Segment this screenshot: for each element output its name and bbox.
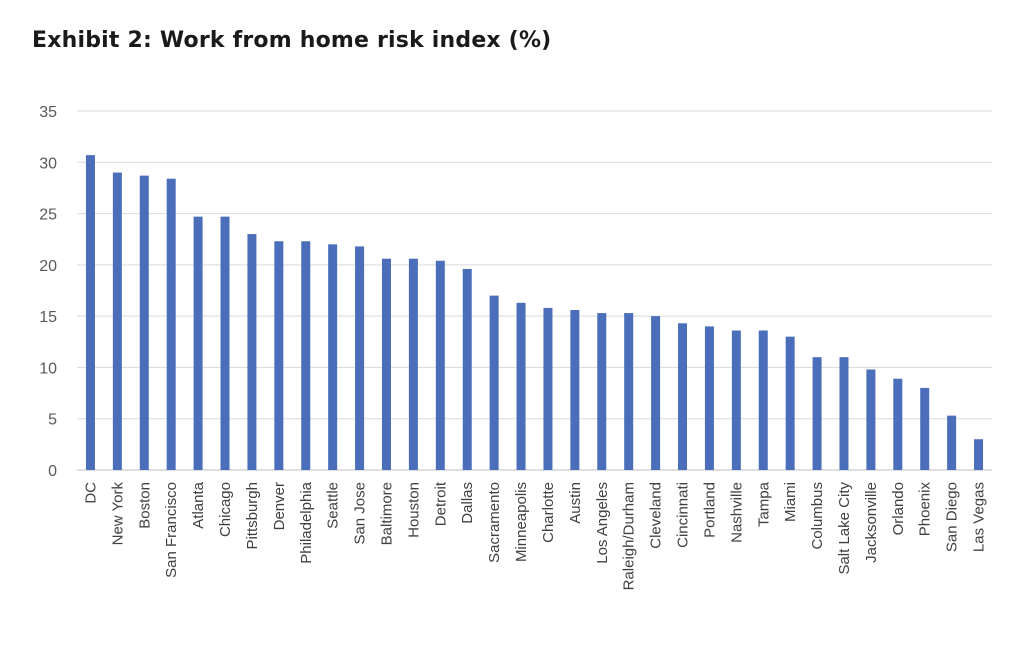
y-tick-label: 15	[39, 309, 57, 326]
bar-cincinnati	[678, 323, 688, 470]
bar-los-angeles	[597, 313, 607, 470]
x-tick-label: Detroit	[432, 481, 449, 526]
x-tick-label: Raleigh/Durham	[621, 482, 638, 590]
bar-san-francisco	[166, 178, 176, 470]
bar-baltimore	[381, 258, 391, 470]
x-tick-label: Pittsburgh	[244, 482, 261, 550]
x-tick-label: Charlotte	[540, 482, 557, 543]
bar-cleveland	[651, 316, 661, 470]
x-tick-label: Dallas	[459, 482, 476, 524]
bar-pittsburgh	[247, 234, 257, 470]
bar-phoenix	[920, 387, 930, 470]
x-axis-ticks: DC New York Boston San Francisco Atlanta Chic…	[82, 481, 987, 590]
x-tick-label: Columbus	[809, 482, 826, 550]
x-tick-label: New York	[109, 482, 126, 546]
x-tick-label: Salt Lake City	[836, 482, 853, 575]
y-tick-label: 35	[39, 104, 57, 121]
bar-houston	[408, 258, 418, 470]
x-tick-label: San Jose	[352, 482, 369, 545]
bars	[85, 155, 984, 471]
y-tick-label: 20	[39, 258, 57, 275]
bar-dc	[85, 155, 95, 470]
y-tick-label: 10	[39, 360, 57, 377]
bar-philadelphia	[301, 241, 311, 470]
x-tick-label: Cleveland	[648, 482, 665, 549]
bar-boston	[139, 175, 149, 470]
bar-sacramento	[489, 295, 499, 470]
y-axis-ticks: 0 5 10 15 20 25 30 35	[39, 104, 57, 480]
bar-detroit	[435, 260, 445, 470]
x-tick-label: Las Vegas	[971, 482, 988, 552]
bar-salt-lake-city	[839, 357, 849, 470]
bar-portland	[704, 326, 714, 470]
x-tick-label: Jacksonville	[863, 482, 880, 563]
x-tick-label: Seattle	[325, 482, 342, 529]
y-tick-label: 30	[39, 155, 57, 172]
x-tick-label: Denver	[271, 482, 288, 530]
bar-charlotte	[543, 307, 553, 470]
x-tick-label: DC	[82, 482, 99, 504]
x-tick-label: Nashville	[728, 482, 745, 543]
bar-dallas	[462, 268, 472, 470]
bar-raleigh-durham	[624, 313, 634, 470]
x-tick-label: San Francisco	[163, 482, 180, 578]
x-tick-label: Portland	[701, 482, 718, 538]
chart-title: Exhibit 2: Work from home risk index (%)	[32, 28, 552, 53]
bar-atlanta	[193, 216, 203, 470]
x-tick-label: Cincinnati	[675, 482, 692, 548]
x-tick-label: Los Angeles	[594, 482, 611, 564]
bar-nashville	[731, 330, 741, 470]
bar-las-vegas	[974, 439, 984, 470]
bar-minneapolis	[516, 302, 526, 470]
y-tick-label: 5	[48, 412, 57, 429]
x-tick-label: Austin	[567, 482, 584, 524]
x-tick-label: Minneapolis	[513, 482, 530, 562]
x-tick-label: Phoenix	[917, 482, 934, 537]
bar-orlando	[893, 378, 903, 470]
bar-jacksonville	[866, 369, 876, 470]
gridlines	[77, 110, 992, 471]
x-tick-label: Sacramento	[486, 482, 503, 563]
bar-austin	[570, 309, 580, 470]
x-tick-label: Atlanta	[190, 481, 207, 528]
bar-san-jose	[355, 246, 365, 470]
x-tick-label: Boston	[136, 482, 153, 529]
bar-chicago	[220, 216, 230, 470]
bar-tampa	[758, 330, 768, 470]
y-tick-label: 0	[48, 463, 57, 480]
bar-columbus	[812, 357, 822, 470]
bar-seattle	[328, 244, 338, 470]
x-tick-label: Miami	[782, 482, 799, 522]
x-tick-label: Philadelphia	[298, 481, 315, 563]
x-tick-label: Baltimore	[378, 482, 395, 545]
x-tick-label: Houston	[405, 482, 422, 538]
bar-san-diego	[947, 415, 957, 470]
bar-new-york	[112, 172, 122, 471]
x-tick-label: Chicago	[217, 482, 234, 537]
bar-denver	[274, 241, 284, 470]
x-tick-label: Orlando	[890, 482, 907, 535]
y-tick-label: 25	[39, 207, 57, 224]
bar-miami	[785, 336, 795, 470]
x-tick-label: Tampa	[755, 481, 772, 527]
x-tick-label: San Diego	[944, 482, 961, 552]
